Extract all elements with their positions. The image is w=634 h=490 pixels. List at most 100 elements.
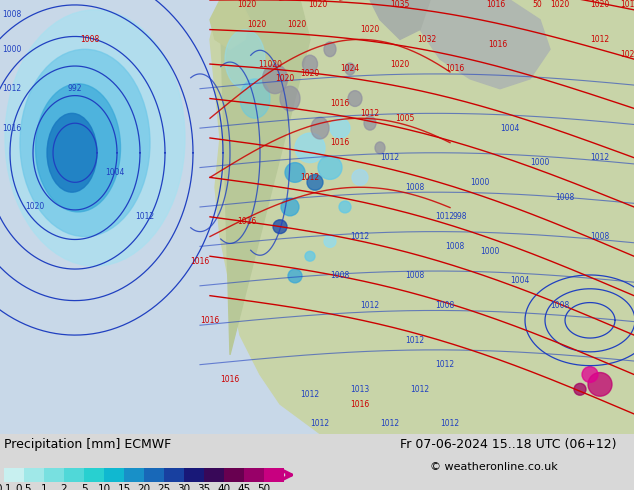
Bar	[124, 468, 144, 482]
Ellipse shape	[280, 86, 300, 111]
Text: 50: 50	[532, 0, 542, 9]
Text: 1012: 1012	[311, 419, 330, 428]
Circle shape	[324, 236, 336, 247]
Text: 1012: 1012	[380, 153, 399, 162]
Text: 1024: 1024	[340, 65, 359, 74]
Text: 1004: 1004	[510, 276, 529, 285]
Text: © weatheronline.co.uk: © weatheronline.co.uk	[430, 462, 558, 472]
Circle shape	[285, 163, 305, 182]
Text: 40: 40	[217, 484, 231, 490]
Ellipse shape	[47, 113, 97, 192]
Text: 35: 35	[197, 484, 210, 490]
Text: Fr 07-06-2024 15..18 UTC (06+12): Fr 07-06-2024 15..18 UTC (06+12)	[400, 438, 616, 451]
Text: 20: 20	[138, 484, 150, 490]
Text: 1016: 1016	[3, 123, 22, 133]
Text: 1000: 1000	[470, 178, 489, 187]
Text: 1008: 1008	[81, 35, 100, 44]
Text: 998: 998	[453, 212, 467, 221]
Text: 11020: 11020	[258, 60, 282, 69]
Ellipse shape	[311, 117, 329, 139]
Text: 1016: 1016	[200, 316, 219, 325]
Text: 1016: 1016	[486, 0, 506, 9]
Bar	[84, 468, 104, 482]
Bar	[64, 468, 84, 482]
Text: 1020: 1020	[590, 0, 610, 9]
Text: 2: 2	[61, 484, 67, 490]
Text: 1012: 1012	[410, 385, 430, 394]
Ellipse shape	[348, 91, 362, 106]
Text: 1032: 1032	[417, 35, 437, 44]
Circle shape	[318, 156, 342, 179]
Circle shape	[273, 220, 287, 234]
Ellipse shape	[345, 63, 355, 75]
Text: 1008: 1008	[3, 10, 22, 19]
Text: 1008: 1008	[550, 301, 569, 310]
Circle shape	[574, 383, 586, 395]
Bar	[204, 468, 224, 482]
Ellipse shape	[262, 64, 287, 94]
Ellipse shape	[364, 116, 376, 130]
Text: 1012: 1012	[621, 0, 634, 9]
Text: 25: 25	[157, 484, 171, 490]
Text: 992: 992	[68, 84, 82, 93]
Text: 1004: 1004	[105, 168, 125, 177]
Text: 1016: 1016	[445, 65, 465, 74]
Text: 1012: 1012	[441, 419, 460, 428]
Ellipse shape	[324, 42, 336, 57]
Text: 1012: 1012	[436, 212, 455, 221]
Text: 1012: 1012	[405, 336, 425, 344]
Text: Precipitation [mm] ECMWF: Precipitation [mm] ECMWF	[4, 438, 171, 451]
Bar	[104, 468, 124, 482]
Text: 1004: 1004	[500, 123, 520, 133]
Bar	[44, 468, 64, 482]
Ellipse shape	[20, 49, 150, 237]
Ellipse shape	[36, 84, 120, 212]
Text: 1012: 1012	[380, 419, 399, 428]
Text: 1016: 1016	[190, 257, 210, 266]
Text: 1008: 1008	[555, 193, 574, 201]
Circle shape	[295, 133, 325, 163]
Text: 1008: 1008	[405, 271, 425, 280]
Text: 1012: 1012	[361, 109, 380, 118]
Text: 1020: 1020	[621, 49, 634, 59]
Text: 1016: 1016	[488, 40, 508, 49]
Text: 1012: 1012	[436, 360, 455, 369]
Circle shape	[339, 201, 351, 213]
Polygon shape	[420, 0, 550, 89]
Text: 1035: 1035	[391, 0, 410, 9]
Text: 1020: 1020	[301, 70, 320, 78]
Circle shape	[588, 372, 612, 396]
Text: 0.1: 0.1	[0, 484, 12, 490]
Circle shape	[305, 251, 315, 261]
Text: 1020: 1020	[247, 20, 267, 29]
Polygon shape	[220, 0, 310, 355]
Ellipse shape	[240, 79, 270, 118]
Ellipse shape	[375, 142, 385, 154]
Bar	[244, 468, 264, 482]
Text: 1020: 1020	[237, 0, 257, 9]
Text: 1008: 1008	[405, 183, 425, 192]
Text: 1005: 1005	[396, 114, 415, 123]
Bar	[224, 468, 244, 482]
Text: 1000: 1000	[3, 45, 22, 54]
Text: 1: 1	[41, 484, 48, 490]
Bar	[264, 468, 284, 482]
Text: 1016: 1016	[351, 399, 370, 409]
Text: 10: 10	[98, 484, 110, 490]
Bar	[164, 468, 184, 482]
Text: 1016: 1016	[221, 375, 240, 384]
Text: 1016: 1016	[330, 99, 349, 108]
Text: 5: 5	[81, 484, 87, 490]
Text: 1012: 1012	[3, 84, 22, 93]
Text: 1008: 1008	[330, 271, 349, 280]
Circle shape	[281, 198, 299, 216]
Text: 50: 50	[257, 484, 271, 490]
Ellipse shape	[302, 55, 318, 73]
Bar	[24, 468, 44, 482]
Text: 1012: 1012	[136, 212, 155, 221]
Text: 1020: 1020	[360, 25, 380, 34]
Polygon shape	[210, 0, 250, 49]
Circle shape	[352, 170, 368, 185]
Text: 1012: 1012	[590, 35, 609, 44]
Text: 1012: 1012	[590, 153, 609, 162]
